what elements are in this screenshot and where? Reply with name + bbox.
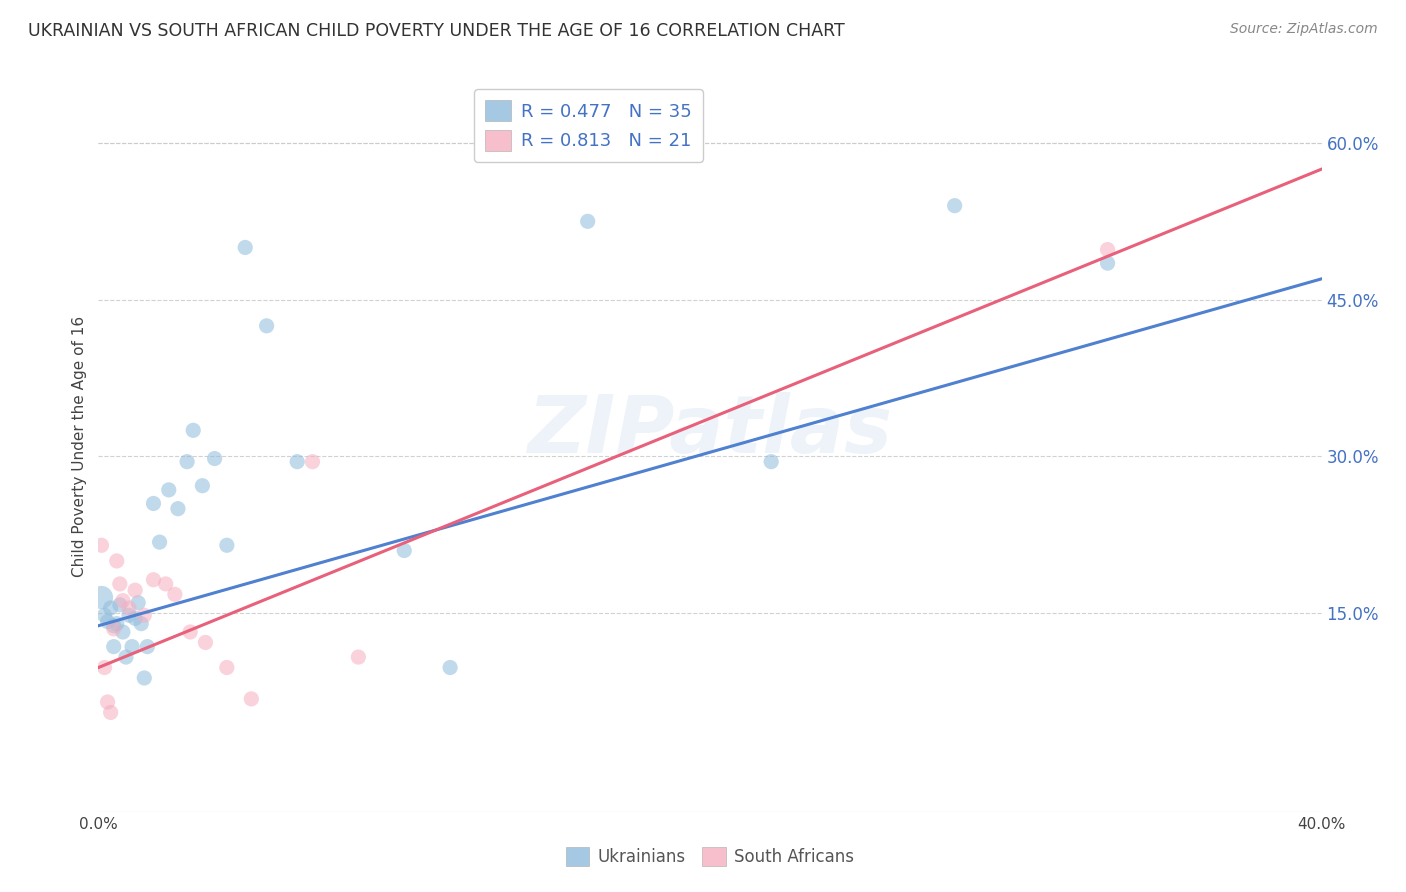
Point	[90, 538, 112, 552]
Point	[118, 608, 141, 623]
Point	[90, 591, 112, 605]
Text: UKRAINIAN VS SOUTH AFRICAN CHILD POVERTY UNDER THE AGE OF 16 CORRELATION CHART: UKRAINIAN VS SOUTH AFRICAN CHILD POVERTY…	[28, 22, 845, 40]
Text: ZIPatlas: ZIPatlas	[527, 392, 893, 470]
Point	[256, 318, 278, 333]
Point	[97, 695, 120, 709]
Point	[439, 660, 461, 674]
Point	[111, 625, 134, 640]
Y-axis label: Child Poverty Under the Age of 16: Child Poverty Under the Age of 16	[72, 316, 87, 576]
Point	[103, 622, 125, 636]
Point	[240, 691, 263, 706]
Point	[1097, 256, 1119, 270]
Point	[134, 671, 156, 685]
Point	[105, 554, 128, 568]
Point	[142, 573, 165, 587]
Point	[176, 455, 198, 469]
Point	[759, 455, 782, 469]
Point	[215, 538, 238, 552]
Point	[943, 199, 966, 213]
Point	[136, 640, 159, 654]
Point	[115, 650, 138, 665]
Point	[108, 598, 131, 612]
Point	[233, 240, 256, 254]
Point	[576, 214, 599, 228]
Point	[93, 660, 115, 674]
Point	[204, 451, 226, 466]
Point	[191, 479, 214, 493]
Point	[167, 501, 190, 516]
Point	[124, 583, 146, 598]
Point	[347, 650, 370, 665]
Text: Source: ZipAtlas.com: Source: ZipAtlas.com	[1230, 22, 1378, 37]
Point	[194, 635, 217, 649]
Point	[103, 640, 125, 654]
Point	[118, 601, 141, 615]
Point	[285, 455, 308, 469]
Point	[100, 706, 122, 720]
Legend: Ukrainians, South Africans: Ukrainians, South Africans	[560, 840, 860, 873]
Point	[392, 543, 416, 558]
Point	[163, 587, 186, 601]
Point	[93, 608, 115, 623]
Point	[215, 660, 238, 674]
Point	[142, 496, 165, 510]
Point	[105, 616, 128, 631]
Point	[124, 611, 146, 625]
Point	[134, 608, 156, 623]
Point	[1097, 243, 1119, 257]
Point	[111, 593, 134, 607]
Point	[121, 640, 143, 654]
Point	[103, 618, 125, 632]
Point	[181, 423, 204, 437]
Point	[127, 596, 149, 610]
Point	[97, 615, 120, 629]
Point	[155, 577, 177, 591]
Point	[149, 535, 172, 549]
Point	[157, 483, 180, 497]
Point	[108, 577, 131, 591]
Point	[129, 616, 152, 631]
Point	[301, 455, 323, 469]
Point	[179, 625, 201, 640]
Point	[100, 601, 122, 615]
